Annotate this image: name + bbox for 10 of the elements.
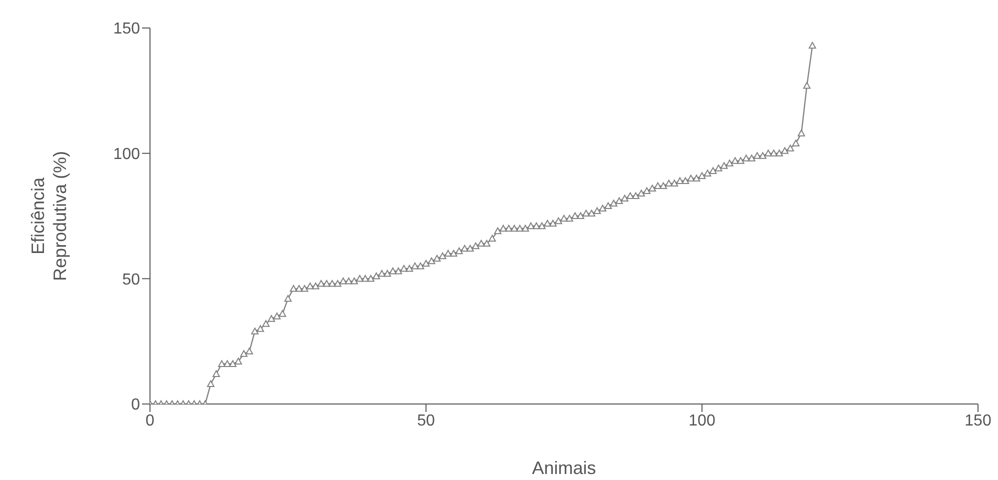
y-axis-title: Eficiência Reprodutiva (%): [28, 150, 70, 282]
x-tick-label: 50: [417, 412, 435, 430]
x-tick-label: 100: [688, 412, 716, 430]
y-tick-label: 50: [122, 271, 140, 288]
y-tick-label: 0: [131, 396, 140, 414]
x-tick-label: 0: [146, 412, 155, 430]
y-tick-label: 100: [113, 146, 140, 164]
y-tick-label: 150: [113, 20, 140, 38]
x-tick-label: 150: [964, 412, 992, 430]
x-axis-title: Animais: [532, 458, 596, 478]
